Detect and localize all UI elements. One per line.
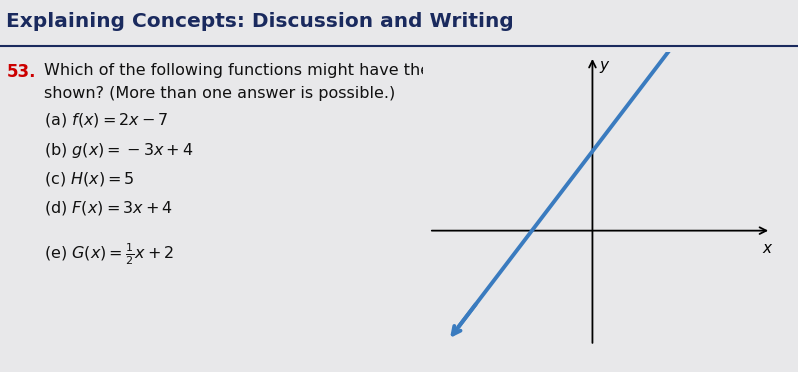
Text: (d) $F(x) = 3x + 4$: (d) $F(x) = 3x + 4$ <box>44 199 173 217</box>
Text: (b) $g(x) = -3x + 4$: (b) $g(x) = -3x + 4$ <box>44 141 193 160</box>
Text: x: x <box>762 241 772 256</box>
Text: Which of the following functions might have the graph: Which of the following functions might h… <box>44 63 483 78</box>
Text: Explaining Concepts: Discussion and Writing: Explaining Concepts: Discussion and Writ… <box>6 12 514 31</box>
Text: 53.: 53. <box>6 63 36 81</box>
Text: shown? (More than one answer is possible.): shown? (More than one answer is possible… <box>44 86 395 100</box>
Text: (a) $f(x) = 2x - 7$: (a) $f(x) = 2x - 7$ <box>44 112 168 129</box>
Text: (e) $G(x) = \frac{1}{2}x + 2$: (e) $G(x) = \frac{1}{2}x + 2$ <box>44 241 174 267</box>
Text: y: y <box>600 58 609 73</box>
Text: (c) $H(x) = 5$: (c) $H(x) = 5$ <box>44 170 135 188</box>
